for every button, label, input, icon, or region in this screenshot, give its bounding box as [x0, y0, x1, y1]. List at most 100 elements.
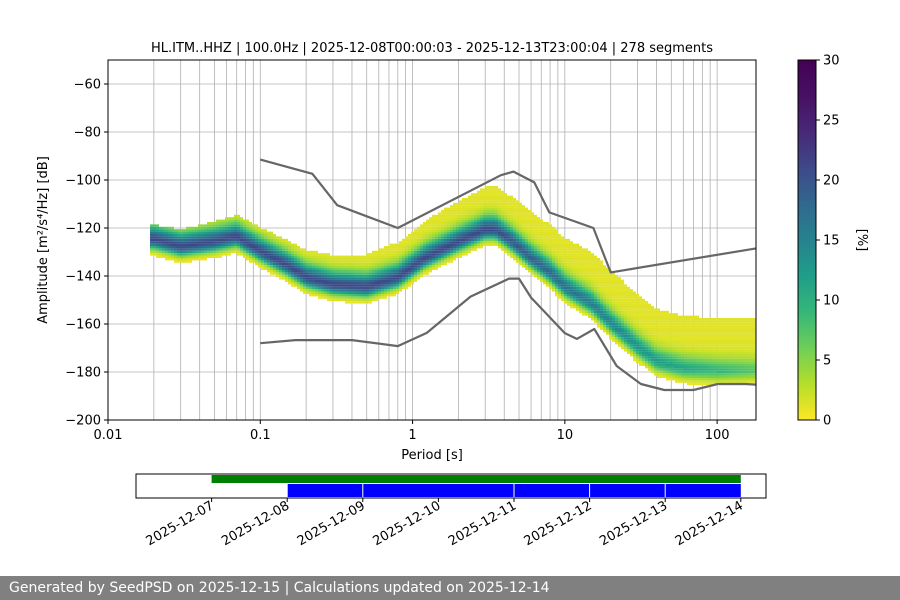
psd-heatmap-cell: [705, 351, 708, 354]
psd-heatmap-cell: [708, 322, 711, 326]
psd-heatmap-cell: [288, 260, 291, 263]
psd-heatmap-cell: [342, 291, 345, 294]
psd-heatmap-cell: [222, 231, 225, 234]
psd-heatmap-cell: [393, 265, 396, 268]
psd-heatmap-cell: [582, 294, 585, 297]
psd-heatmap-cell: [198, 229, 201, 232]
psd-heatmap-cell: [648, 334, 651, 338]
psd-heatmap-cell: [534, 236, 537, 239]
psd-heatmap-cell: [642, 361, 645, 364]
psd-heatmap-cell: [630, 339, 633, 342]
psd-heatmap-cell: [213, 236, 216, 239]
psd-heatmap-cell: [738, 330, 741, 333]
psd-heatmap-cell: [654, 363, 657, 366]
psd-heatmap-cell: [477, 198, 480, 201]
psd-heatmap-cell: [246, 248, 249, 251]
psd-heatmap-cell: [606, 296, 609, 299]
psd-heatmap-cell: [279, 246, 282, 249]
psd-heatmap-cell: [675, 370, 678, 374]
psd-heatmap-cell: [207, 236, 210, 239]
psd-heatmap-cell: [681, 320, 684, 323]
psd-heatmap-cell: [333, 265, 336, 268]
psd-heatmap-cell: [429, 248, 432, 251]
psd-heatmap-cell: [453, 248, 456, 251]
psd-heatmap-cell: [471, 195, 474, 198]
psd-heatmap-cell: [327, 258, 330, 261]
psd-heatmap-cell: [381, 260, 384, 263]
psd-heatmap-cell: [411, 234, 414, 237]
psd-heatmap-cell: [399, 255, 402, 258]
psd-heatmap-cell: [456, 246, 459, 249]
psd-heatmap-cell: [672, 337, 675, 340]
psd-heatmap-cell: [216, 219, 219, 222]
psd-heatmap-cell: [687, 332, 690, 335]
psd-heatmap-cell: [294, 274, 297, 278]
psd-heatmap-cell: [645, 339, 648, 342]
psd-heatmap-cell: [426, 246, 429, 249]
psd-heatmap-cell: [636, 313, 639, 316]
psd-heatmap-cell: [246, 226, 249, 230]
psd-heatmap-cell: [744, 337, 747, 340]
psd-heatmap-cell: [717, 380, 720, 383]
psd-heatmap-cell: [285, 248, 288, 251]
psd-heatmap-cell: [639, 322, 642, 326]
psd-heatmap-cell: [489, 231, 492, 234]
psd-heatmap-cell: [429, 267, 432, 270]
psd-heatmap-cell: [351, 277, 354, 280]
psd-heatmap-cell: [471, 210, 474, 213]
psd-heatmap-cell: [651, 322, 654, 326]
psd-heatmap-cell: [333, 291, 336, 294]
psd-heatmap-cell: [249, 258, 252, 261]
psd-heatmap-cell: [567, 270, 570, 273]
psd-heatmap-cell: [423, 272, 426, 275]
psd-heatmap-cell: [369, 291, 372, 294]
psd-heatmap-cell: [522, 222, 525, 225]
psd-heatmap-cell: [408, 267, 411, 270]
psd-heatmap-cell: [636, 361, 639, 364]
psd-heatmap-cell: [423, 267, 426, 270]
psd-heatmap-cell: [402, 284, 405, 287]
psd-heatmap-cell: [348, 277, 351, 280]
psd-heatmap-cell: [387, 277, 390, 280]
psd-heatmap-cell: [636, 294, 639, 297]
psd-heatmap-cell: [186, 241, 189, 244]
psd-heatmap-cell: [381, 282, 384, 285]
psd-heatmap-cell: [681, 346, 684, 350]
psd-heatmap-cell: [411, 282, 414, 285]
psd-heatmap-cell: [243, 246, 246, 249]
psd-heatmap-cell: [714, 334, 717, 338]
psd-heatmap-cell: [663, 339, 666, 342]
psd-heatmap-cell: [222, 222, 225, 225]
psd-heatmap-cell: [159, 231, 162, 234]
psd-heatmap-cell: [261, 236, 264, 239]
psd-heatmap-cell: [291, 260, 294, 263]
psd-heatmap-cell: [693, 370, 696, 374]
psd-heatmap-cell: [699, 354, 702, 357]
psd-heatmap-cell: [735, 320, 738, 323]
psd-heatmap-cell: [246, 243, 249, 246]
psd-heatmap-cell: [717, 325, 720, 328]
psd-heatmap-cell: [360, 265, 363, 268]
psd-heatmap-cell: [249, 238, 252, 242]
psd-heatmap-cell: [567, 277, 570, 280]
psd-heatmap-cell: [474, 202, 477, 206]
psd-heatmap-cell: [621, 337, 624, 340]
psd-heatmap-cell: [498, 202, 501, 206]
psd-heatmap-cell: [537, 255, 540, 258]
psd-heatmap-cell: [621, 303, 624, 306]
psd-heatmap-cell: [483, 231, 486, 234]
psd-heatmap-cell: [573, 246, 576, 249]
psd-heatmap-cell: [480, 193, 483, 196]
psd-heatmap-cell: [591, 308, 594, 311]
psd-heatmap-cell: [309, 294, 312, 297]
psd-heatmap-cell: [693, 315, 696, 318]
psd-heatmap-cell: [591, 301, 594, 304]
psd-heatmap-cell: [375, 298, 378, 302]
psd-heatmap-cell: [189, 231, 192, 234]
psd-heatmap-cell: [561, 284, 564, 287]
psd-heatmap-cell: [753, 318, 756, 321]
psd-heatmap-cell: [306, 274, 309, 278]
psd-heatmap-cell: [279, 250, 282, 254]
psd-heatmap-cell: [537, 224, 540, 227]
psd-heatmap-cell: [243, 229, 246, 232]
